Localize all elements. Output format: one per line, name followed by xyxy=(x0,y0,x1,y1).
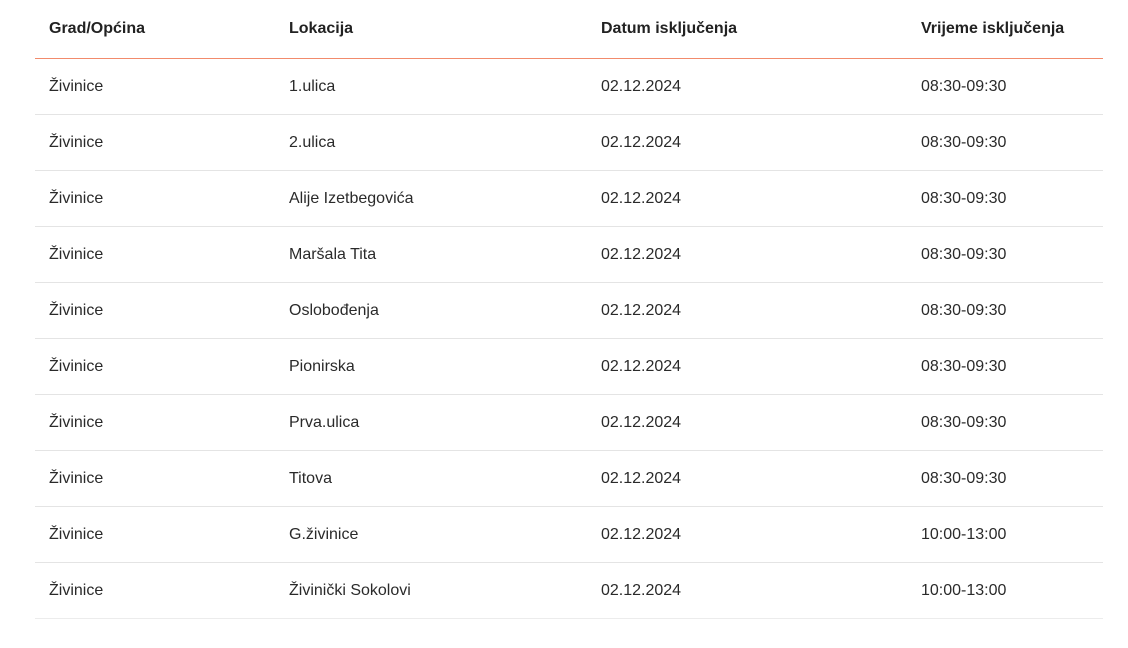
cell-date: 02.12.2024 xyxy=(587,170,907,227)
cell-time: 08:30-09:30 xyxy=(907,394,1103,451)
table-row: Živinice Živinički Sokolovi 02.12.2024 10:0… xyxy=(35,562,1103,619)
cell-location: Živinički Sokolovi xyxy=(275,562,587,619)
cell-location: Oslobođenja xyxy=(275,282,587,339)
cell-location: 2.ulica xyxy=(275,114,587,171)
cell-time: 08:30-09:30 xyxy=(907,58,1103,115)
cell-time: 08:30-09:30 xyxy=(907,170,1103,227)
cell-date: 02.12.2024 xyxy=(587,394,907,451)
cell-city: Živinice xyxy=(35,450,275,507)
table-row: Živinice Alije Izetbegovića 02.12.2024 08:3… xyxy=(35,170,1103,227)
cell-location: G.živinice xyxy=(275,506,587,563)
cell-date: 02.12.2024 xyxy=(587,282,907,339)
table-row: Živinice Oslobođenja 02.12.2024 08:30-09:30 xyxy=(35,282,1103,339)
cell-time: 08:30-09:30 xyxy=(907,338,1103,395)
cell-date: 02.12.2024 xyxy=(587,114,907,171)
cell-time: 08:30-09:30 xyxy=(907,226,1103,283)
table-row: Živinice Titova 02.12.2024 08:30-09:30 xyxy=(35,450,1103,507)
header-location: Lokacija xyxy=(275,0,587,59)
table-header-row: Grad/Općina Lokacija Datum isključenja V… xyxy=(35,0,1103,59)
cell-city: Živinice xyxy=(35,282,275,339)
cell-city: Živinice xyxy=(35,170,275,227)
outage-table: Grad/Općina Lokacija Datum isključenja V… xyxy=(35,0,1103,619)
cell-date: 02.12.2024 xyxy=(587,226,907,283)
cell-location: Pionirska xyxy=(275,338,587,395)
cell-location: Maršala Tita xyxy=(275,226,587,283)
cell-date: 02.12.2024 xyxy=(587,58,907,115)
table-row: Živinice 2.ulica 02.12.2024 08:30-09:30 xyxy=(35,114,1103,171)
table-row: Živinice 1.ulica 02.12.2024 08:30-09:30 xyxy=(35,58,1103,115)
header-date: Datum isključenja xyxy=(587,0,907,59)
cell-time: 10:00-13:00 xyxy=(907,506,1103,563)
cell-time: 08:30-09:30 xyxy=(907,114,1103,171)
cell-time: 08:30-09:30 xyxy=(907,450,1103,507)
table-row: Živinice G.živinice 02.12.2024 10:00-13:00 xyxy=(35,506,1103,563)
table-row: Živinice Prva.ulica 02.12.2024 08:30-09:30 xyxy=(35,394,1103,451)
table-row: Živinice Pionirska 02.12.2024 08:30-09:30 xyxy=(35,338,1103,395)
cell-city: Živinice xyxy=(35,58,275,115)
cell-city: Živinice xyxy=(35,338,275,395)
cell-city: Živinice xyxy=(35,394,275,451)
cell-time: 10:00-13:00 xyxy=(907,562,1103,619)
cell-location: 1.ulica xyxy=(275,58,587,115)
header-city: Grad/Općina xyxy=(35,0,275,59)
cell-date: 02.12.2024 xyxy=(587,562,907,619)
cell-date: 02.12.2024 xyxy=(587,450,907,507)
cell-date: 02.12.2024 xyxy=(587,338,907,395)
table-row: Živinice Maršala Tita 02.12.2024 08:30-09:3… xyxy=(35,226,1103,283)
cell-location: Alije Izetbegovića xyxy=(275,170,587,227)
cell-city: Živinice xyxy=(35,506,275,563)
cell-date: 02.12.2024 xyxy=(587,506,907,563)
cell-location: Prva.ulica xyxy=(275,394,587,451)
cell-city: Živinice xyxy=(35,226,275,283)
cell-city: Živinice xyxy=(35,114,275,171)
cell-time: 08:30-09:30 xyxy=(907,282,1103,339)
cell-location: Titova xyxy=(275,450,587,507)
cell-city: Živinice xyxy=(35,562,275,619)
header-time: Vrijeme isključenja xyxy=(907,0,1103,59)
